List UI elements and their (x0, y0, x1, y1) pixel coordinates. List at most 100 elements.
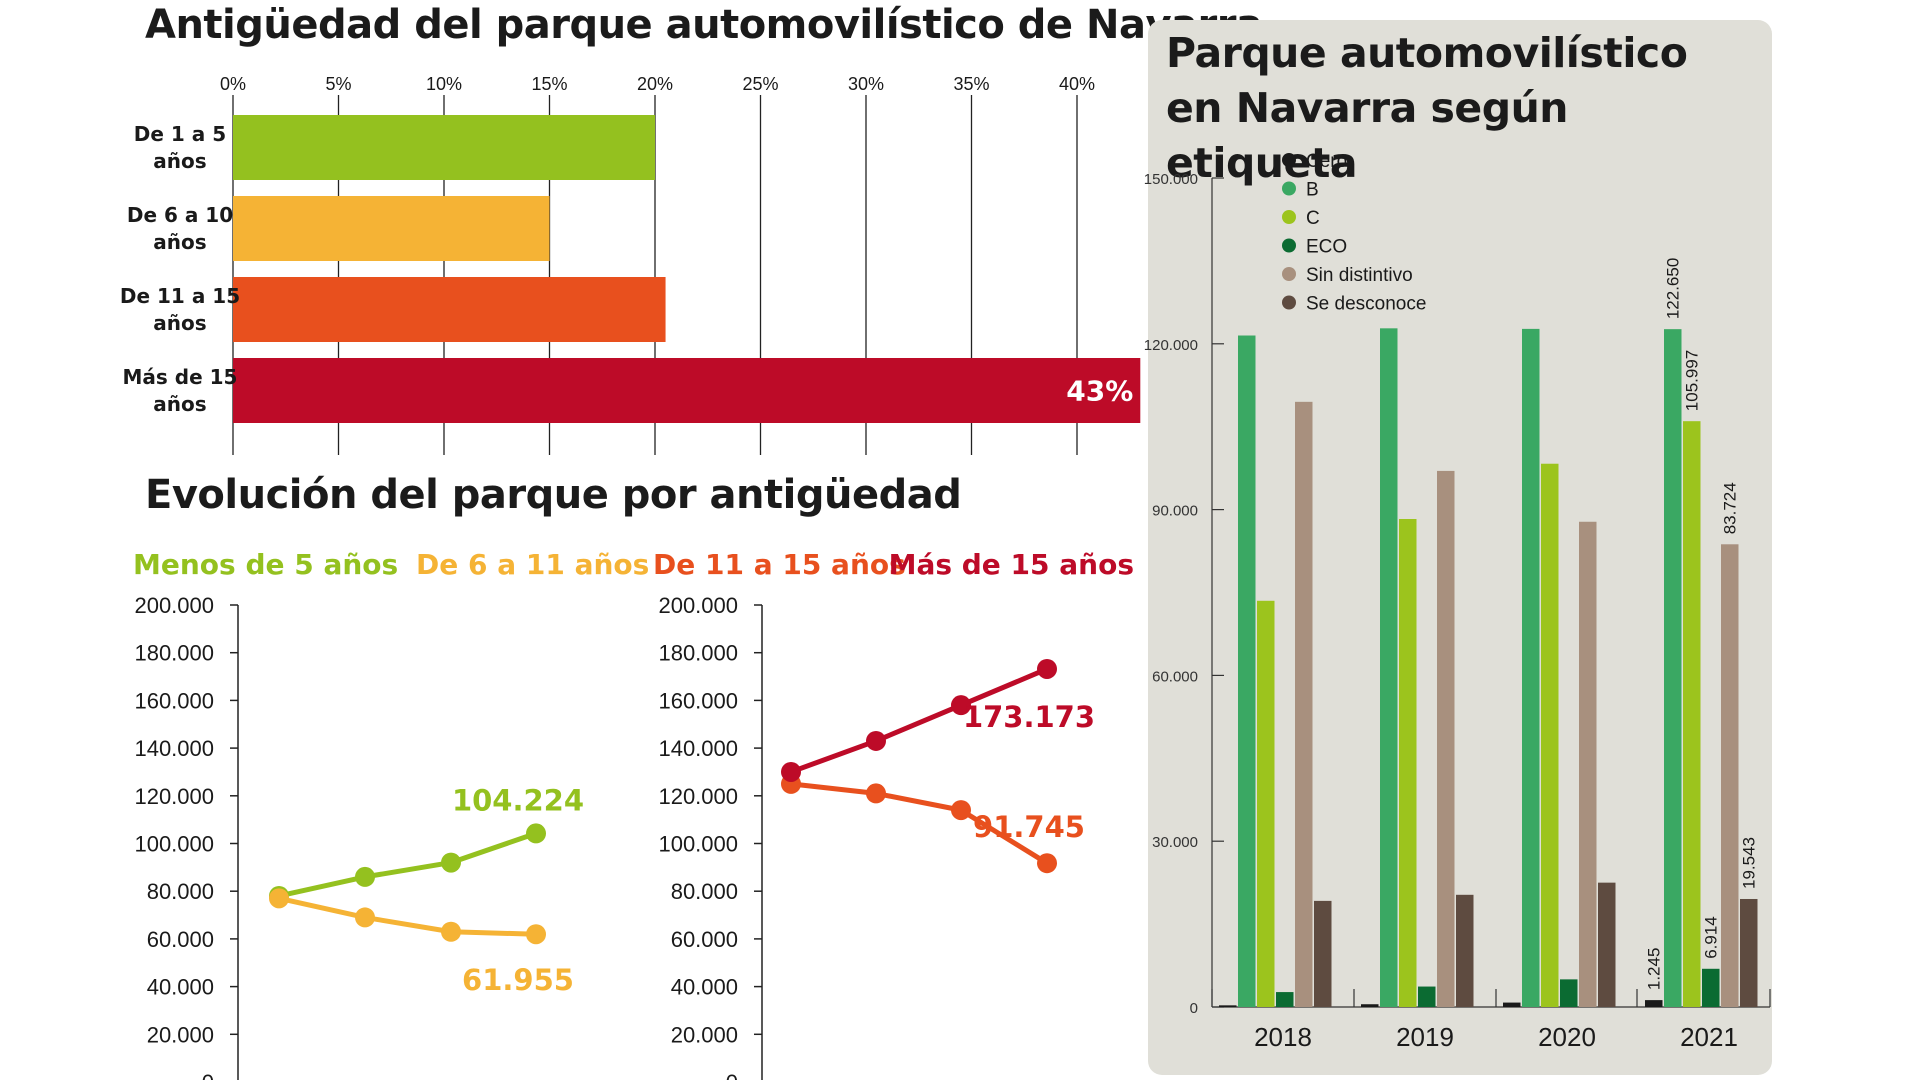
age-chart-title: Antigüedad del parque automovilístico de… (145, 2, 1263, 48)
evolution-y-tick-label: 200.000 (658, 593, 738, 618)
age-tick-label: 40% (1059, 74, 1095, 94)
evolution-y-tick-label: 0 (202, 1070, 214, 1080)
evolution-y-tick-label: 120.000 (658, 784, 738, 809)
evolution-point (269, 888, 289, 909)
evolution-point (951, 695, 971, 716)
evolution-point (526, 924, 546, 945)
age-bar (233, 196, 550, 261)
label-bar (1740, 898, 1758, 1007)
label-bar (1276, 992, 1294, 1007)
evolution-x-tick-label: 2018 (764, 1077, 817, 1080)
evolution-point (866, 783, 886, 804)
evolution-y-tick-label: 120.000 (134, 784, 214, 809)
age-data-label: 43% (1066, 375, 1133, 408)
age-tick-label: 15% (531, 74, 567, 94)
evolution-y-tick-label: 40.000 (671, 975, 738, 1000)
label-legend-label: Cero (1306, 151, 1347, 172)
evolution-point (441, 921, 461, 942)
label-bar (1702, 968, 1720, 1007)
evolution-y-tick-label: 20.000 (671, 1022, 738, 1047)
label-bar (1645, 1000, 1663, 1007)
label-bar-value: 19.543 (1740, 837, 1759, 889)
evolution-point (1037, 853, 1057, 874)
evolution-point (355, 866, 375, 887)
evolution-point (441, 852, 461, 873)
evolution-point (951, 800, 971, 821)
age-category-label: De 11 a 15 años (120, 284, 240, 335)
evolution-series-name: Más de 15 años (889, 548, 1134, 581)
label-bar-value: 105.997 (1683, 350, 1702, 411)
label-legend-label: ECO (1306, 237, 1347, 258)
label-category-label: 2020 (1538, 1022, 1596, 1052)
evolution-point (355, 907, 375, 928)
evolution-x-tick-label: 2018 (252, 1077, 305, 1080)
label-legend-marker (1282, 153, 1296, 167)
evolution-chart-title: Evolución del parque por antigüedad (145, 472, 962, 518)
age-category-label: De 1 a 5 años (134, 122, 226, 173)
label-bar (1522, 328, 1540, 1007)
evolution-y-tick-label: 100.000 (134, 832, 214, 857)
age-bar (233, 358, 1141, 423)
label-bar (1361, 1004, 1379, 1007)
label-bar (1314, 900, 1332, 1007)
label-category-label: 2019 (1396, 1022, 1454, 1052)
label-y-tick-label: 30.000 (1152, 834, 1198, 851)
label-bar (1456, 894, 1474, 1007)
label-y-tick-label: 90.000 (1152, 503, 1198, 520)
label-bar (1257, 600, 1275, 1007)
label-bar (1598, 882, 1616, 1007)
evolution-point (526, 823, 546, 844)
label-bar (1683, 421, 1701, 1007)
label-bar (1579, 521, 1597, 1007)
label-y-tick-label: 150.000 (1144, 171, 1198, 188)
evolution-series-line (790, 781, 1049, 866)
age-bar (233, 277, 666, 342)
label-bar-value: 122.650 (1664, 258, 1683, 319)
age-tick-label: 25% (742, 74, 778, 94)
age-bar (233, 115, 655, 180)
evolution-series-line (790, 666, 1048, 775)
label-bar (1721, 544, 1739, 1007)
evolution-x-tick-label: 2019 (849, 1077, 902, 1080)
evolution-end-label: 104.224 (452, 783, 584, 817)
evolution-x-tick-label: 2020 (934, 1077, 987, 1080)
label-y-tick-label: 0 (1190, 1000, 1198, 1017)
evolution-end-label: 61.955 (462, 963, 574, 997)
evolution-point (1037, 658, 1057, 679)
evolution-series-name: De 11 a 15 años (653, 548, 906, 581)
label-legend-marker (1282, 181, 1296, 196)
evolution-y-tick-label: 140.000 (658, 736, 738, 761)
evolution-point (781, 761, 801, 782)
label-bar (1399, 518, 1417, 1007)
evolution-y-tick-label: 60.000 (147, 927, 214, 952)
evolution-end-label: 91.745 (973, 810, 1085, 844)
evolution-y-tick-label: 60.000 (671, 927, 738, 952)
evolution-y-tick-label: 20.000 (147, 1022, 214, 1047)
evolution-y-tick-label: 40.000 (147, 975, 214, 1000)
age-category-label: De 6 a 10 años (127, 203, 233, 254)
evolution-series-name: De 6 a 11 años (416, 548, 649, 581)
label-bar (1219, 1005, 1237, 1007)
evolution-y-tick-label: 160.000 (134, 688, 214, 713)
evolution-y-tick-label: 160.000 (658, 688, 738, 713)
age-tick-label: 30% (848, 74, 884, 94)
evolution-point (866, 730, 886, 751)
age-tick-label: 0% (220, 74, 246, 94)
evolution-y-tick-label: 140.000 (134, 736, 214, 761)
label-bar (1238, 335, 1256, 1007)
evolution-y-tick-label: 0 (726, 1070, 738, 1080)
age-tick-label: 10% (426, 74, 462, 94)
label-bar (1380, 328, 1398, 1008)
label-legend-label: C (1306, 208, 1320, 229)
evolution-y-tick-label: 200.000 (134, 593, 214, 618)
evolution-y-tick-label: 100.000 (658, 832, 738, 857)
evolution-y-tick-label: 80.000 (147, 879, 214, 904)
label-bar (1418, 986, 1436, 1007)
evolution-x-tick-label: 2021 (1020, 1077, 1073, 1080)
label-y-tick-label: 60.000 (1152, 668, 1198, 685)
evolution-y-tick-label: 180.000 (658, 641, 738, 666)
label-legend-label: B (1306, 180, 1319, 201)
age-tick-label: 20% (637, 74, 673, 94)
label-legend-marker (1282, 210, 1296, 224)
